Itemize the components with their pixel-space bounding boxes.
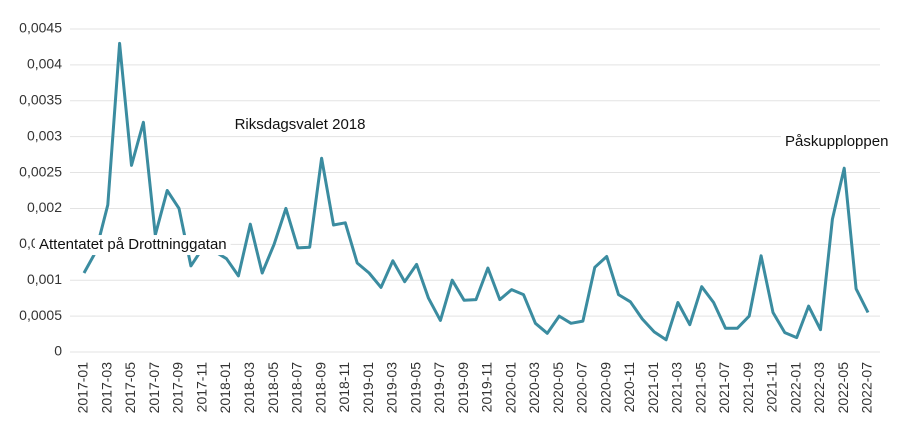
y-tick-label: 0,0035 (19, 91, 62, 107)
x-tick-label: 2019-01 (360, 362, 376, 414)
x-tick-label: 2019-03 (384, 362, 400, 414)
x-tick-label: 2020-05 (550, 362, 566, 414)
x-tick-label: 2021-07 (716, 362, 732, 414)
y-tick-label: 0,001 (27, 271, 62, 287)
x-tick-label: 2017-03 (98, 362, 114, 414)
x-tick-label: 2022-05 (835, 362, 851, 414)
y-tick-label: 0 (54, 343, 62, 359)
x-tick-label: 2021-01 (645, 362, 661, 414)
x-tick-label: 2017-05 (122, 362, 138, 414)
x-tick-label: 2020-03 (526, 362, 542, 414)
x-tick-label: 2021-03 (669, 362, 685, 414)
x-tick-label: 2017-01 (75, 362, 91, 414)
annotation-bg (35, 235, 231, 256)
x-tick-label: 2017-07 (146, 362, 162, 414)
x-tick-label: 2018-07 (289, 362, 305, 414)
annotation-bg (781, 132, 893, 153)
y-tick-label: 0,004 (27, 56, 62, 72)
annotation: Påskupploppen (785, 133, 888, 150)
x-tick-label: 2019-11 (479, 362, 495, 413)
y-tick-label: 0,0045 (19, 20, 62, 36)
x-tick-label: 2017-09 (170, 362, 186, 414)
x-tick-label: 2019-05 (407, 362, 423, 414)
x-tick-label: 2018-05 (265, 362, 281, 414)
x-tick-label: 2019-09 (455, 362, 471, 414)
y-tick-label: 0,002 (27, 199, 62, 215)
x-tick-label: 2022-03 (811, 362, 827, 414)
x-tick-label: 2022-01 (787, 362, 803, 414)
x-tick-label: 2021-09 (740, 362, 756, 414)
y-tick-label: 0,003 (27, 127, 62, 143)
x-tick-label: 2018-11 (336, 362, 352, 413)
y-tick-label: 0,0025 (19, 163, 62, 179)
annotation: Attentatet på Drottninggatan (39, 236, 227, 253)
y-tick-label: 0,0005 (19, 307, 62, 323)
x-tick-label: 2017-11 (193, 362, 209, 413)
x-tick-label: 2020-09 (597, 362, 613, 414)
x-tick-label: 2020-01 (502, 362, 518, 414)
x-tick-label: 2020-07 (574, 362, 590, 414)
x-tick-label: 2018-09 (312, 362, 328, 414)
x-tick-label: 2018-01 (217, 362, 233, 414)
x-tick-label: 2021-05 (692, 362, 708, 414)
x-tick-label: 2021-11 (764, 362, 780, 413)
x-tick-label: 2020-11 (621, 362, 637, 413)
annotation-bg (230, 115, 370, 136)
x-tick-label: 2019-07 (431, 362, 447, 414)
data-line (82, 41, 870, 342)
x-tick-label: 2018-03 (241, 362, 257, 414)
x-tick-label: 2022-07 (859, 362, 875, 414)
annotation: Riksdagsvalet 2018 (235, 116, 366, 133)
